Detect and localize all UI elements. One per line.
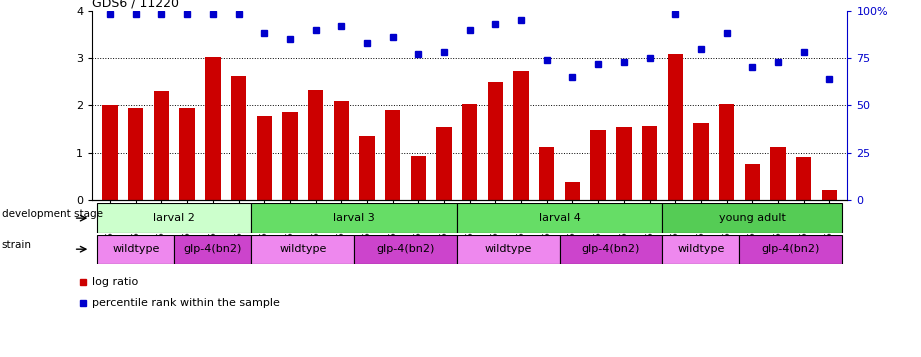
Bar [662, 235, 740, 264]
Text: larval 2: larval 2 [154, 213, 195, 223]
Bar [668, 54, 682, 200]
Bar [180, 108, 195, 200]
Text: GDS6 / 11220: GDS6 / 11220 [92, 0, 179, 10]
Bar [354, 235, 457, 264]
Text: glp-4(bn2): glp-4(bn2) [762, 244, 820, 254]
Text: larval 4: larval 4 [539, 213, 580, 223]
Bar [102, 105, 118, 200]
Bar [560, 235, 662, 264]
Bar [822, 191, 837, 200]
Bar [128, 108, 144, 200]
Text: percentile rank within the sample: percentile rank within the sample [92, 298, 280, 308]
Bar [457, 203, 662, 233]
Text: wildtype: wildtype [112, 244, 159, 254]
Bar [513, 71, 529, 200]
Bar [662, 203, 842, 233]
Bar [488, 82, 503, 200]
Bar [174, 235, 251, 264]
Bar [616, 127, 632, 200]
Text: strain: strain [2, 240, 32, 250]
Bar [154, 91, 169, 200]
Bar [257, 116, 272, 200]
Bar [308, 90, 323, 200]
Bar [98, 203, 251, 233]
Bar [205, 57, 220, 200]
Bar [437, 127, 451, 200]
Text: young adult: young adult [718, 213, 786, 223]
Text: wildtype: wildtype [677, 244, 725, 254]
Bar [385, 110, 401, 200]
Bar [796, 157, 811, 200]
Bar [565, 182, 580, 200]
Bar [770, 147, 786, 200]
Bar [359, 136, 375, 200]
Bar [744, 165, 760, 200]
Bar [539, 147, 554, 200]
Bar [282, 112, 297, 200]
Text: wildtype: wildtype [484, 244, 532, 254]
Bar [719, 104, 734, 200]
Bar [590, 130, 606, 200]
Bar [98, 235, 174, 264]
Bar [251, 203, 457, 233]
Text: larval 3: larval 3 [333, 213, 375, 223]
Bar [231, 76, 246, 200]
Text: glp-4(bn2): glp-4(bn2) [183, 244, 242, 254]
Bar [642, 126, 658, 200]
Bar [462, 104, 477, 200]
Text: development stage: development stage [2, 209, 103, 219]
Bar [411, 156, 426, 200]
Bar [740, 235, 842, 264]
Bar [457, 235, 560, 264]
Bar [251, 235, 354, 264]
Bar [694, 123, 708, 200]
Text: glp-4(bn2): glp-4(bn2) [377, 244, 435, 254]
Text: glp-4(bn2): glp-4(bn2) [582, 244, 640, 254]
Text: wildtype: wildtype [279, 244, 326, 254]
Text: log ratio: log ratio [92, 277, 138, 287]
Bar [333, 101, 349, 200]
